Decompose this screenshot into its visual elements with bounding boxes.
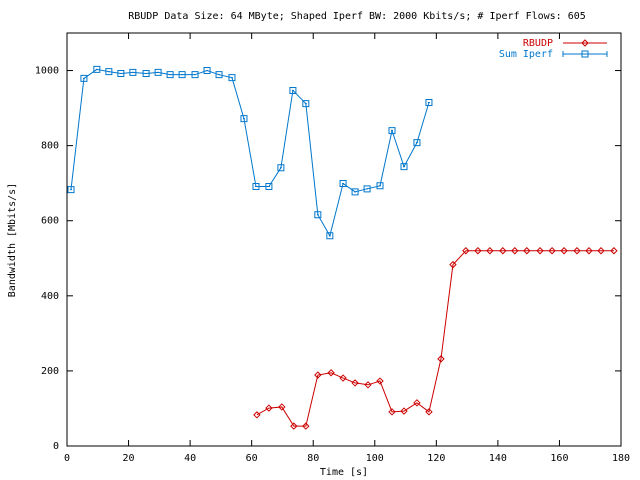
point bbox=[178, 71, 186, 79]
x-tick-label: 160 bbox=[550, 453, 568, 464]
point bbox=[486, 247, 494, 255]
point bbox=[560, 247, 568, 255]
point bbox=[277, 164, 285, 172]
point bbox=[351, 379, 359, 387]
point bbox=[388, 127, 396, 135]
y-axis-label: Bandwidth [Mbits/s] bbox=[7, 183, 18, 297]
point bbox=[302, 100, 310, 108]
point bbox=[117, 70, 125, 78]
point bbox=[573, 247, 581, 255]
plot-frame bbox=[66, 32, 622, 447]
point bbox=[154, 68, 162, 76]
point bbox=[364, 381, 372, 389]
x-tick-label: 0 bbox=[64, 453, 70, 464]
point bbox=[252, 183, 260, 191]
x-tick-label: 40 bbox=[184, 453, 196, 464]
point bbox=[67, 186, 75, 194]
series-line bbox=[256, 250, 614, 427]
point bbox=[363, 185, 371, 193]
point bbox=[289, 86, 297, 94]
x-tick-label: 100 bbox=[366, 453, 384, 464]
point bbox=[536, 247, 544, 255]
point bbox=[326, 232, 334, 240]
point bbox=[413, 139, 421, 147]
point bbox=[203, 67, 211, 75]
legend-marker bbox=[581, 39, 589, 47]
point bbox=[400, 163, 408, 171]
point bbox=[302, 422, 310, 430]
point bbox=[339, 180, 347, 188]
point bbox=[314, 211, 322, 219]
y-tick-label: 600 bbox=[41, 216, 59, 227]
point bbox=[511, 247, 519, 255]
y-tick-label: 400 bbox=[41, 291, 59, 302]
chart-title: RBUDP Data Size: 64 MByte; Shaped Iperf … bbox=[128, 11, 586, 22]
y-tick-label: 0 bbox=[53, 441, 59, 452]
series-line bbox=[70, 68, 430, 238]
x-axis-label: Time [s] bbox=[320, 467, 368, 478]
point bbox=[278, 403, 286, 411]
point bbox=[166, 71, 174, 79]
point bbox=[413, 399, 421, 407]
point bbox=[388, 408, 396, 416]
point bbox=[191, 71, 199, 79]
x-tick-label: 60 bbox=[246, 453, 258, 464]
point bbox=[129, 68, 137, 76]
legend-label: RBUDP bbox=[523, 38, 553, 49]
point bbox=[425, 408, 433, 416]
point bbox=[215, 71, 223, 79]
point bbox=[265, 404, 273, 412]
point bbox=[499, 247, 507, 255]
point bbox=[290, 422, 298, 430]
point bbox=[449, 260, 457, 269]
x-tick-label: 20 bbox=[123, 453, 135, 464]
point bbox=[597, 247, 605, 255]
point bbox=[253, 411, 261, 419]
x-tick-label: 120 bbox=[427, 453, 445, 464]
point bbox=[376, 182, 384, 190]
y-tick-label: 200 bbox=[41, 366, 59, 377]
point bbox=[474, 247, 482, 255]
point bbox=[425, 98, 433, 106]
point bbox=[80, 74, 88, 82]
point bbox=[462, 247, 470, 255]
point bbox=[142, 70, 150, 78]
point bbox=[265, 183, 273, 191]
x-tick-label: 140 bbox=[489, 453, 507, 464]
legend-label: Sum Iperf bbox=[499, 49, 553, 60]
point bbox=[437, 355, 445, 363]
y-tick-label: 800 bbox=[41, 141, 59, 152]
point bbox=[523, 247, 531, 255]
point bbox=[228, 74, 236, 82]
point bbox=[240, 115, 248, 123]
x-tick-label: 80 bbox=[307, 453, 319, 464]
point bbox=[548, 247, 556, 255]
point bbox=[93, 65, 101, 73]
point bbox=[610, 247, 618, 255]
point bbox=[314, 371, 322, 379]
point bbox=[339, 374, 347, 382]
legend-marker bbox=[581, 50, 589, 58]
point bbox=[376, 377, 384, 385]
point bbox=[105, 68, 113, 76]
x-tick-label: 180 bbox=[612, 453, 630, 464]
point bbox=[400, 407, 408, 415]
point bbox=[585, 247, 593, 255]
y-tick-label: 1000 bbox=[35, 66, 59, 77]
point bbox=[351, 188, 359, 196]
point bbox=[327, 369, 335, 377]
